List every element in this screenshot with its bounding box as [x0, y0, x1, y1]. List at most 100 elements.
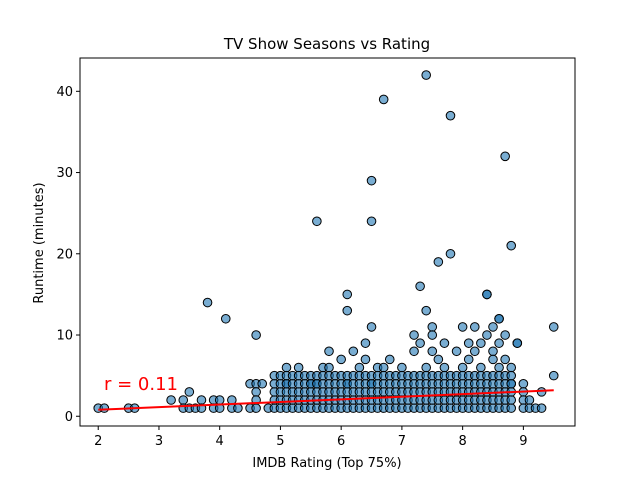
- scatter-point: [536, 403, 547, 413]
- scatter-point: [427, 322, 438, 332]
- x-tick-label: 8: [458, 434, 466, 449]
- y-tick-label: 20: [56, 247, 73, 262]
- scatter-point: [494, 338, 504, 348]
- scatter-point: [99, 403, 110, 413]
- scatter-point: [500, 354, 510, 365]
- scatter-point: [312, 216, 322, 227]
- scatter-point: [433, 257, 444, 267]
- scatter-point: [463, 354, 474, 365]
- x-tick-label: 9: [519, 434, 527, 449]
- scatter-point: [506, 370, 517, 381]
- scatter-point: [548, 370, 559, 381]
- scatter-point: [488, 354, 498, 365]
- scatter-point: [506, 378, 517, 389]
- scatter-point: [421, 70, 431, 80]
- scatter-point: [378, 362, 389, 373]
- chart-title: TV Show Seasons vs Rating: [223, 35, 430, 53]
- scatter-point: [451, 346, 462, 357]
- y-axis-ticks: 0 10 20 30 40: [56, 85, 80, 425]
- scatter-point: [336, 354, 346, 365]
- scatter-point: [427, 346, 438, 357]
- scatter-point: [433, 354, 444, 365]
- scatter-point: [500, 151, 510, 162]
- y-tick-label: 40: [56, 85, 73, 100]
- scatter-point: [445, 110, 456, 121]
- scatter-point: [524, 395, 535, 405]
- scatter-point: [506, 395, 517, 405]
- scatter-point: [281, 362, 292, 373]
- scatter-point: [409, 346, 419, 357]
- points-layer: [93, 70, 559, 413]
- scatter-point: [342, 305, 353, 316]
- scatter-point: [166, 395, 176, 405]
- scatter-point: [548, 322, 559, 332]
- scatter-point: [409, 330, 419, 340]
- scatter-point: [293, 362, 304, 373]
- scatter-point: [469, 346, 480, 357]
- scatter-point: [184, 387, 195, 397]
- scatter-point: [482, 330, 492, 340]
- scatter-point: [251, 330, 261, 340]
- trend-line: [98, 389, 554, 411]
- scatter-point: [512, 338, 523, 348]
- scatter-point: [342, 289, 353, 300]
- scatter-point: [427, 330, 438, 340]
- y-axis-label: Runtime (minutes): [32, 182, 47, 303]
- scatter-point: [463, 338, 474, 348]
- scatter-point: [457, 362, 468, 373]
- scatter-point: [457, 322, 468, 332]
- scatter-point: [415, 338, 425, 348]
- scatter-point: [488, 322, 498, 332]
- scatter-point: [397, 362, 407, 373]
- scatter-point: [251, 387, 261, 397]
- scatter-point: [366, 216, 377, 227]
- scatter-point: [415, 281, 425, 292]
- scatter-point: [366, 175, 377, 186]
- y-tick-label: 30: [56, 166, 73, 181]
- scatter-point: [220, 313, 231, 324]
- scatter-point: [421, 362, 431, 373]
- x-tick-label: 4: [216, 434, 224, 449]
- scatter-point: [257, 378, 268, 389]
- x-tick-label: 5: [276, 434, 284, 449]
- scatter-point: [360, 338, 371, 348]
- scatter-point: [439, 362, 450, 373]
- scatter-point: [506, 362, 517, 373]
- scatter-point: [482, 289, 492, 300]
- scatter-point: [476, 338, 486, 348]
- x-tick-label: 3: [155, 434, 163, 449]
- scatter-point: [439, 338, 450, 348]
- scatter-point: [324, 362, 334, 373]
- scatter-point: [421, 305, 431, 316]
- scatter-point: [476, 362, 486, 373]
- scatter-point: [445, 248, 456, 259]
- scatter-point: [196, 395, 207, 405]
- scatter-point: [494, 362, 504, 373]
- x-tick-label: 2: [94, 434, 102, 449]
- x-tick-label: 7: [398, 434, 406, 449]
- scatter-point: [384, 354, 395, 365]
- x-axis-ticks: 2 3 4 5 6 7 8 9: [94, 426, 528, 449]
- scatter-point: [500, 330, 510, 340]
- scatter-point: [488, 346, 498, 357]
- x-tick-label: 6: [337, 434, 345, 449]
- y-tick-label: 10: [56, 329, 73, 344]
- scatter-point: [251, 403, 261, 413]
- scatter-point: [348, 346, 359, 357]
- scatter-point: [178, 395, 189, 405]
- scatter-point: [233, 403, 243, 413]
- scatter-point: [494, 313, 504, 324]
- scatter-point: [518, 378, 529, 389]
- y-tick-label: 0: [65, 410, 73, 425]
- scatter-point: [378, 94, 389, 105]
- scatter-point: [506, 240, 517, 251]
- scatter-point: [360, 354, 371, 365]
- scatter-point: [469, 322, 480, 332]
- scatter-point: [324, 346, 334, 357]
- correlation-annotation: r = 0.11: [104, 374, 178, 395]
- scatter-point: [506, 403, 517, 413]
- scatter-point: [202, 297, 213, 308]
- scatter-point: [214, 395, 225, 405]
- scatter-point: [354, 362, 365, 373]
